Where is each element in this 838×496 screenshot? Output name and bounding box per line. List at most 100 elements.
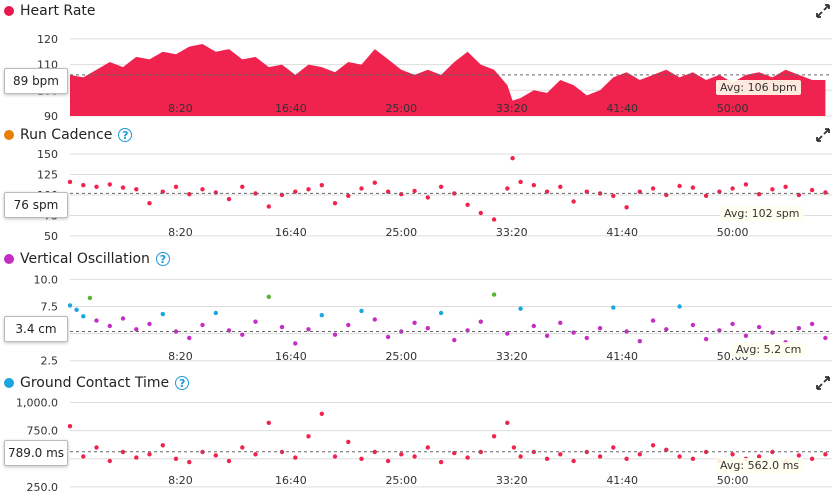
y-tick-label: 250.0: [27, 481, 59, 494]
data-point: [332, 454, 338, 459]
data-point: [200, 322, 205, 328]
data-point: [637, 339, 642, 344]
data-point: [279, 324, 285, 330]
data-point: [809, 321, 815, 327]
data-point: [544, 333, 550, 338]
run-cadence-chart[interactable]: 15012510075508:2016:4025:0033:2041:4050:…: [0, 124, 838, 248]
data-point: [690, 456, 696, 461]
data-point: [240, 332, 245, 337]
data-point: [664, 447, 669, 452]
data-point: [677, 304, 682, 309]
data-point: [306, 434, 311, 439]
help-icon[interactable]: ?: [155, 252, 170, 266]
x-tick-label: 8:20: [168, 102, 193, 115]
data-point: [67, 179, 73, 185]
y-tick-label: 2.5: [41, 355, 59, 368]
data-point: [147, 452, 152, 457]
heart-rate-title: Heart Rate: [20, 3, 96, 19]
x-tick-label: 33:20: [496, 226, 528, 239]
data-point: [160, 311, 165, 317]
y-tick-label: 150: [37, 148, 58, 161]
x-tick-label: 16:40: [275, 350, 307, 363]
data-point: [226, 196, 232, 202]
data-point: [664, 192, 669, 198]
data-point: [134, 455, 139, 460]
data-point: [650, 186, 656, 191]
data-point: [624, 329, 629, 334]
y-tick-label: 125: [37, 169, 58, 182]
data-point: [677, 454, 682, 459]
data-point: [81, 314, 86, 319]
data-point: [518, 306, 523, 311]
data-point: [293, 341, 298, 346]
ground-contact-time-header: Ground Contact Time ?: [4, 374, 190, 392]
data-point: [399, 452, 404, 457]
data-point: [107, 323, 113, 329]
data-point: [558, 320, 563, 325]
data-point: [346, 322, 351, 328]
data-point: [319, 183, 324, 188]
data-point: [465, 202, 470, 207]
data-point: [690, 322, 696, 328]
data-point: [306, 327, 311, 332]
vertical-oscillation-current-value: 3.4 cm: [4, 316, 68, 342]
data-point: [412, 188, 417, 194]
data-point: [293, 455, 298, 460]
x-tick-label: 16:40: [275, 226, 307, 239]
expand-icon[interactable]: [816, 376, 830, 390]
heart-rate-current-value: 89 bpm: [4, 68, 68, 94]
run-cadence-current-value: 76 spm: [4, 192, 68, 218]
data-point: [438, 310, 444, 316]
ground-contact-time-chart[interactable]: 1,000.0750.0500.0250.08:2016:4025:0033:2…: [0, 372, 838, 495]
x-tick-label: 50:00: [717, 474, 749, 487]
y-tick-label: 7.5: [41, 301, 59, 314]
run-cadence-legend-dot: [4, 130, 14, 140]
data-point: [650, 443, 656, 448]
data-point: [253, 319, 258, 324]
data-point: [796, 326, 802, 331]
heart-rate-legend-dot: [4, 6, 14, 16]
data-point: [511, 445, 517, 450]
data-point: [187, 459, 192, 465]
data-point: [823, 190, 828, 195]
x-tick-label: 33:20: [496, 474, 528, 487]
data-point: [87, 295, 93, 301]
vertical-oscillation-chart[interactable]: 10.07.55.02.58:2016:4025:0033:2041:4050:…: [0, 248, 838, 372]
help-icon[interactable]: ?: [175, 376, 190, 390]
data-point: [359, 308, 364, 314]
y-tick-label: 50: [44, 230, 58, 243]
data-point: [491, 292, 497, 297]
data-point: [518, 179, 523, 185]
data-point: [531, 183, 536, 188]
data-point: [240, 184, 245, 189]
data-point: [809, 456, 815, 461]
data-point: [81, 183, 86, 188]
data-point: [160, 443, 165, 448]
data-point: [809, 187, 815, 193]
help-icon[interactable]: ?: [118, 128, 133, 142]
x-tick-label: 33:20: [496, 350, 528, 363]
data-point: [385, 458, 391, 464]
data-point: [319, 313, 324, 318]
data-point: [332, 201, 338, 206]
data-point: [584, 189, 589, 194]
data-point: [359, 186, 364, 191]
data-point: [372, 180, 377, 185]
data-point: [279, 192, 285, 198]
data-point: [611, 305, 616, 310]
data-point: [584, 335, 589, 341]
expand-icon[interactable]: [816, 128, 830, 142]
ground-contact-time-panel: Ground Contact Time ? 1,000.0750.0500.02…: [0, 372, 838, 496]
data-point: [425, 195, 430, 200]
x-tick-label: 8:20: [168, 226, 193, 239]
data-point: [160, 189, 165, 194]
x-tick-label: 8:20: [168, 350, 193, 363]
expand-icon[interactable]: [816, 4, 830, 18]
data-point: [120, 185, 126, 190]
data-point: [558, 452, 563, 457]
data-point: [385, 334, 391, 340]
data-point: [743, 182, 749, 187]
data-point: [624, 205, 629, 210]
data-point: [743, 333, 749, 338]
